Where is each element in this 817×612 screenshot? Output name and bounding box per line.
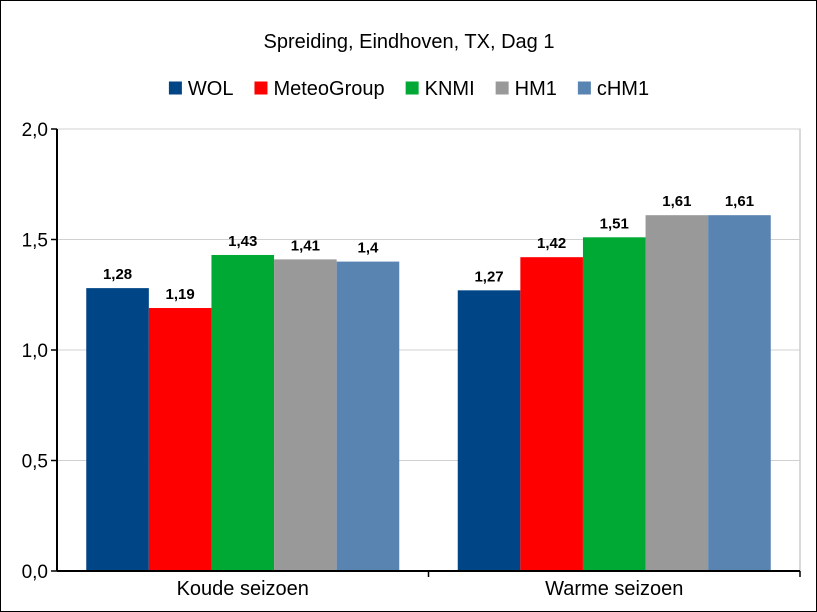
bar-knmi [582,237,646,572]
y-tick-label: 0,5 [22,452,48,473]
legend-label: cHM1 [597,78,649,100]
legend-label: KNMI [425,78,475,100]
x-tick-label: Warme seizoen [545,578,683,600]
bar-meteogroup [148,308,212,571]
legend-item-wol: WOL [168,78,234,100]
legend-item-hm1: HM1 [495,78,557,100]
y-tick-label: 0,0 [22,562,48,583]
bars [86,215,771,572]
data-label: 1,42 [537,235,566,252]
data-labels: 1,28 1,19 1,43 1,41 1,4 1,27 1,42 1,51 1,61 1,61 [103,193,754,303]
bar-wol [457,290,521,571]
legend-label: MeteoGroup [273,78,384,100]
data-label: 1,27 [474,268,503,285]
legend-swatch [254,81,268,95]
legend-item-chm1: cHM1 [577,78,649,100]
data-label: 1,19 [166,286,195,303]
data-label: 1,28 [103,266,132,283]
x-tick-label: Koude seizoen [177,578,309,600]
y-tick-label: 2,0 [22,120,48,141]
bar-hm1 [274,259,337,571]
legend-swatch [495,81,509,95]
data-label: 1,51 [600,215,629,232]
data-label: 1,41 [291,237,320,254]
legend: WOL MeteoGroup KNMI HM1 cHM1 [168,78,649,100]
data-label: 1,4 [358,240,380,257]
data-label: 1,43 [228,233,257,250]
legend-swatch [405,81,419,95]
legend-swatch [577,81,591,95]
chart-title: Spreiding, Eindhoven, TX, Dag 1 [264,31,555,53]
bar-meteogroup [520,257,583,571]
bar-wol [86,288,149,571]
bar-hm1 [645,215,709,571]
data-label: 1,61 [662,193,691,210]
legend-item-meteogroup: MeteoGroup [254,78,385,100]
bar-knmi [211,254,275,571]
y-tick-label: 1,0 [22,341,48,362]
axes: 0,0 0,5 1,0 1,5 2,0 Koude seizoen Warme seizoe… [22,120,801,600]
legend-swatch [168,81,182,95]
legend-item-knmi: KNMI [405,78,475,100]
y-tick-label: 1,5 [22,231,48,252]
bar-chm1 [336,261,400,571]
legend-label: HM1 [515,78,557,100]
data-label: 1,61 [725,193,754,210]
bar-chm1 [708,215,771,571]
legend-label: WOL [188,78,234,100]
